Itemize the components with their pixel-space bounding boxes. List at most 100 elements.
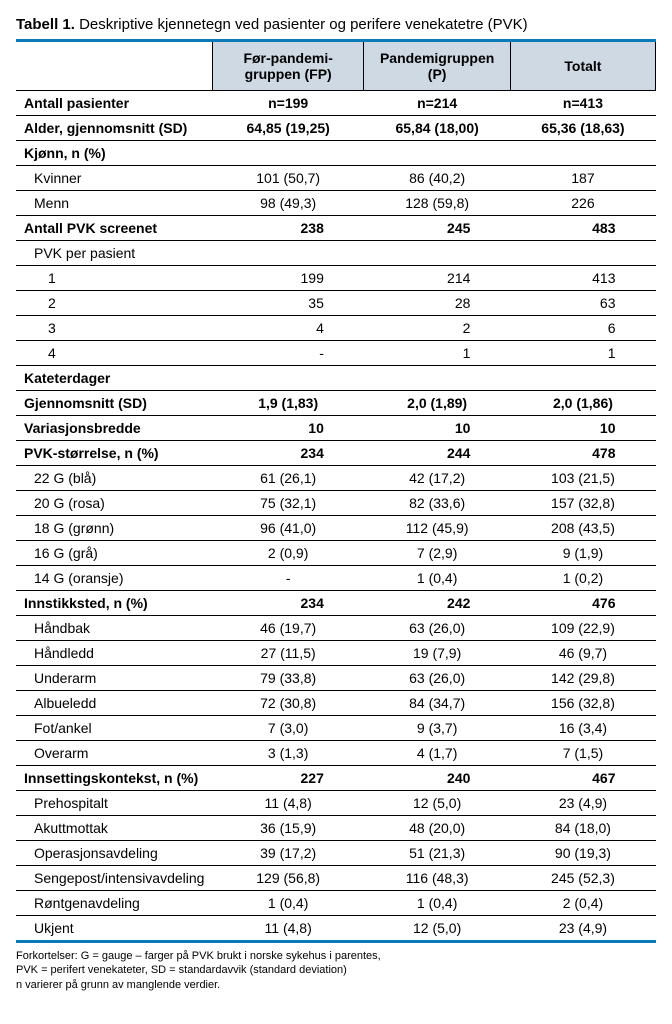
cell-tot: 208 (43,5)	[510, 516, 655, 541]
cell-fp: 1,9 (1,83)	[212, 391, 363, 416]
cell-fp: 98 (49,3)	[212, 191, 363, 216]
cell-tot: 23 (4,9)	[510, 916, 655, 942]
cell-p: 12 (5,0)	[364, 791, 511, 816]
cell-p: 2,0 (1,89)	[364, 391, 511, 416]
cell-fp: 7 (3,0)	[212, 716, 363, 741]
table-title: Tabell 1. Deskriptive kjennetegn ved pas…	[16, 16, 656, 33]
cell-p: 9 (3,7)	[364, 716, 511, 741]
cell-tot: 142 (29,8)	[510, 666, 655, 691]
row-label: Gjennomsnitt (SD)	[16, 391, 212, 416]
table-row: Røntgenavdeling1 (0,4)1 (0,4)2 (0,4)	[16, 891, 656, 916]
cell-fp: 36 (15,9)	[212, 816, 363, 841]
cell-tot: 9 (1,9)	[510, 541, 655, 566]
row-label: Prehospitalt	[16, 791, 212, 816]
cell-p: 86 (40,2)	[364, 166, 511, 191]
table-row: Overarm3 (1,3)4 (1,7)7 (1,5)	[16, 741, 656, 766]
cell-tot: 1	[510, 341, 655, 366]
row-label: Røntgenavdeling	[16, 891, 212, 916]
cell-tot: 187	[510, 166, 655, 191]
cell-p: 19 (7,9)	[364, 641, 511, 666]
table-row: 3426	[16, 316, 656, 341]
row-label: Menn	[16, 191, 212, 216]
row-label: Variasjonsbredde	[16, 416, 212, 441]
cell-fp: 11 (4,8)	[212, 791, 363, 816]
row-label: Fot/ankel	[16, 716, 212, 741]
table-row: Gjennomsnitt (SD)1,9 (1,83)2,0 (1,89)2,0…	[16, 391, 656, 416]
cell-tot: 103 (21,5)	[510, 466, 655, 491]
cell-fp: 79 (33,8)	[212, 666, 363, 691]
table-row: Underarm79 (33,8)63 (26,0)142 (29,8)	[16, 666, 656, 691]
row-label: Ukjent	[16, 916, 212, 942]
cell-fp: 234	[212, 441, 363, 466]
table-row: Operasjonsavdeling39 (17,2)51 (21,3)90 (…	[16, 841, 656, 866]
row-label: Alder, gjennomsnitt (SD)	[16, 116, 212, 141]
cell-fp: 75 (32,1)	[212, 491, 363, 516]
row-label: PVK per pasient	[16, 241, 656, 266]
cell-p: 245	[364, 216, 511, 241]
table-row: 22 G (blå)61 (26,1)42 (17,2)103 (21,5)	[16, 466, 656, 491]
cell-fp: 238	[212, 216, 363, 241]
cell-p: 240	[364, 766, 511, 791]
cell-tot: 467	[510, 766, 655, 791]
table-row: Antall PVK screenet238245483	[16, 216, 656, 241]
cell-p: 116 (48,3)	[364, 866, 511, 891]
row-label: 2	[16, 291, 212, 316]
header-fp: Før-pandemi-gruppen (FP)	[212, 41, 363, 91]
cell-fp: 11 (4,8)	[212, 916, 363, 942]
cell-tot: 245 (52,3)	[510, 866, 655, 891]
table-title-text: Deskriptive kjennetegn ved pasienter og …	[79, 16, 528, 33]
row-label: Kateterdager	[16, 366, 656, 391]
cell-tot: 2 (0,4)	[510, 891, 655, 916]
cell-fp: 234	[212, 591, 363, 616]
table-row: 4-11	[16, 341, 656, 366]
cell-p: 10	[364, 416, 511, 441]
row-label: Kvinner	[16, 166, 212, 191]
cell-p: 42 (17,2)	[364, 466, 511, 491]
cell-tot: 7 (1,5)	[510, 741, 655, 766]
cell-tot: 23 (4,9)	[510, 791, 655, 816]
table-row: 16 G (grå)2 (0,9)7 (2,9)9 (1,9)	[16, 541, 656, 566]
cell-tot: 84 (18,0)	[510, 816, 655, 841]
row-label: 22 G (blå)	[16, 466, 212, 491]
cell-fp: n=199	[212, 91, 363, 116]
table-row: Variasjonsbredde101010	[16, 416, 656, 441]
row-label: 16 G (grå)	[16, 541, 212, 566]
cell-tot: 226	[510, 191, 655, 216]
cell-fp: 35	[212, 291, 363, 316]
cell-p: 28	[364, 291, 511, 316]
table-title-label: Tabell 1.	[16, 16, 75, 33]
row-label: Håndledd	[16, 641, 212, 666]
table-row: 1199214413	[16, 266, 656, 291]
cell-p: 242	[364, 591, 511, 616]
row-label: 1	[16, 266, 212, 291]
table-row: Antall pasientern=199n=214n=413	[16, 91, 656, 116]
row-label: 18 G (grønn)	[16, 516, 212, 541]
cell-fp: 27 (11,5)	[212, 641, 363, 666]
row-label: Kjønn, n (%)	[16, 141, 656, 166]
table-row: PVK-størrelse, n (%)234244478	[16, 441, 656, 466]
row-label: Underarm	[16, 666, 212, 691]
table-row: PVK per pasient	[16, 241, 656, 266]
cell-tot: n=413	[510, 91, 655, 116]
cell-tot: 109 (22,9)	[510, 616, 655, 641]
cell-tot: 46 (9,7)	[510, 641, 655, 666]
row-label: 3	[16, 316, 212, 341]
row-label: 4	[16, 341, 212, 366]
cell-p: n=214	[364, 91, 511, 116]
cell-fp: 39 (17,2)	[212, 841, 363, 866]
row-label: Innstikksted, n (%)	[16, 591, 212, 616]
cell-fp: 46 (19,7)	[212, 616, 363, 641]
cell-p: 244	[364, 441, 511, 466]
row-label: Innsettingskontekst, n (%)	[16, 766, 212, 791]
table-row: Sengepost/intensivavdeling129 (56,8)116 …	[16, 866, 656, 891]
cell-fp: 96 (41,0)	[212, 516, 363, 541]
cell-fp: 199	[212, 266, 363, 291]
cell-tot: 2,0 (1,86)	[510, 391, 655, 416]
cell-p: 65,84 (18,00)	[364, 116, 511, 141]
table-row: 18 G (grønn)96 (41,0)112 (45,9)208 (43,5…	[16, 516, 656, 541]
cell-p: 1 (0,4)	[364, 566, 511, 591]
footnote: Forkortelser: G = gauge – farger på PVK …	[16, 949, 656, 992]
cell-fp: 1 (0,4)	[212, 891, 363, 916]
table-row: 20 G (rosa)75 (32,1)82 (33,6)157 (32,8)	[16, 491, 656, 516]
header-p: Pandemigruppen (P)	[364, 41, 511, 91]
